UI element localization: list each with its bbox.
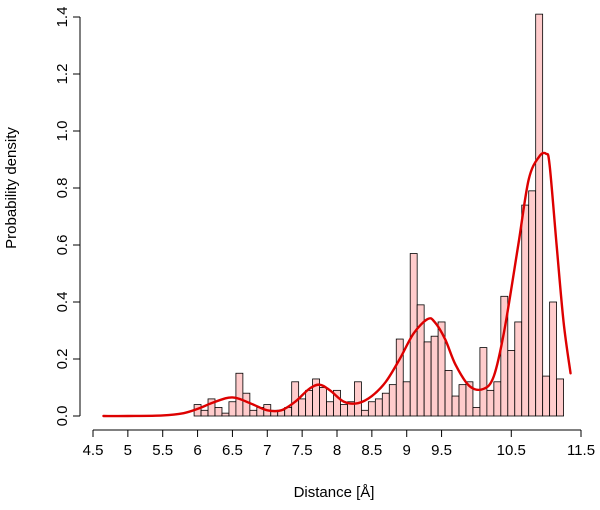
histogram-bar <box>493 381 502 417</box>
x-axis-title: Distance [Å] <box>294 484 375 501</box>
x-tick-label: 11.5 <box>567 442 595 459</box>
x-tick-label: 9.5 <box>431 442 452 459</box>
histogram-bar <box>549 301 558 417</box>
histogram-bar <box>507 350 516 417</box>
y-tick-label: 1.0 <box>54 121 71 142</box>
histogram-bar <box>451 395 460 417</box>
histogram-bar <box>542 375 551 417</box>
x-axis: 4.5 5 5.5 6 6.5 7 7.5 8 8.5 9 9.5 10.5 11.5 <box>83 429 595 459</box>
histogram-bar <box>381 392 390 417</box>
histogram-bar <box>228 401 237 417</box>
histogram-bar <box>360 409 369 417</box>
histogram-bar <box>326 401 334 417</box>
histogram-bar <box>437 321 446 417</box>
x-tick-label: 10.5 <box>497 442 526 459</box>
x-tick-label: 9 <box>403 442 411 459</box>
density-curve <box>102 151 572 418</box>
histogram-bar <box>458 384 467 417</box>
x-tick-label: 8.5 <box>361 442 382 459</box>
histogram-bar <box>521 204 530 417</box>
histogram-bar <box>214 407 223 417</box>
histogram-bar <box>242 392 251 417</box>
y-tick-label: 0.4 <box>54 292 71 313</box>
y-tick-label: 0.8 <box>54 178 71 199</box>
histogram-bar <box>444 369 453 417</box>
histogram-bar <box>486 389 495 417</box>
histogram-bar <box>479 347 488 417</box>
histogram-bar <box>388 384 397 417</box>
histogram-bar <box>423 341 432 417</box>
x-tick-label: 8 <box>333 442 341 459</box>
histogram-bar <box>305 389 314 417</box>
histogram-bar <box>298 398 307 417</box>
y-axis: 0.0 0.2 0.4 0.6 0.8 1.0 1.2 1.4 <box>54 7 81 427</box>
y-tick-label: 1.4 <box>54 7 71 28</box>
x-tick-label: 5 <box>124 442 132 459</box>
histogram-bar <box>374 398 383 417</box>
histogram-bar <box>235 372 244 417</box>
histogram-bars <box>193 13 564 417</box>
x-tick-label: 7 <box>263 442 271 459</box>
y-tick-label: 1.2 <box>54 64 71 85</box>
x-tick-label: 6.5 <box>222 442 243 459</box>
histogram-bar <box>514 321 523 417</box>
x-tick-label: 5.5 <box>152 442 173 459</box>
histogram-bar <box>249 409 258 417</box>
histogram-bar <box>333 389 341 417</box>
y-axis-title: Probability density <box>3 127 20 249</box>
y-tick-label: 0.2 <box>54 349 71 370</box>
histogram-bar <box>319 387 327 417</box>
histogram-bar <box>395 338 404 417</box>
y-tick-label: 0.0 <box>54 406 71 427</box>
x-tick-label: 4.5 <box>83 442 104 459</box>
histogram-bar <box>535 13 544 417</box>
histogram-bar <box>472 407 481 417</box>
histogram-bar <box>556 378 564 417</box>
x-tick-label: 6 <box>193 442 201 459</box>
histogram-bar <box>340 404 348 417</box>
histogram-bar <box>221 412 230 417</box>
histogram-bar <box>528 190 537 417</box>
y-tick-label: 0.6 <box>54 235 71 256</box>
histogram-bar <box>354 381 362 417</box>
x-tick-label: 7.5 <box>292 442 313 459</box>
histogram-bar <box>367 401 376 417</box>
histogram-bar <box>465 381 474 417</box>
histogram-bar <box>402 381 411 417</box>
histogram-bar <box>430 335 439 417</box>
histogram-bar <box>200 409 209 417</box>
